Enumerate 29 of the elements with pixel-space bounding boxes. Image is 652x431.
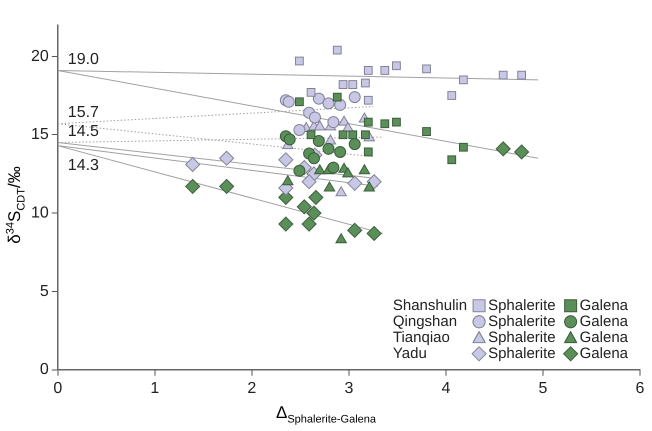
y-tick-label: 10 (31, 204, 49, 222)
annotation: Shanshulin (392, 296, 468, 314)
legend-label: Galena (580, 328, 629, 346)
x-tick-label: 0 (53, 380, 62, 397)
annotation: Qingshan (392, 312, 458, 330)
y-tick-label: 5 (40, 282, 49, 300)
x-tick-label: 2 (247, 380, 256, 397)
x-tick-label: 6 (636, 380, 645, 397)
x-tick-label: 1 (150, 380, 160, 397)
annotation: 14.3 (68, 156, 100, 174)
legend-label: Galena (580, 312, 629, 330)
x-tick-label: 5 (538, 380, 548, 397)
legend-label: Sphalerite (488, 312, 556, 330)
y-tick-label: 20 (31, 48, 49, 65)
y-tick-label: 0 (40, 361, 49, 378)
legend-label: Sphalerite (488, 296, 556, 314)
legend-label: Galena (580, 344, 629, 362)
x-tick-label: 3 (344, 380, 354, 397)
annotation: 15.7 (68, 104, 100, 122)
annotation: Tianqiao (392, 328, 450, 346)
legend-label: Sphalerite (488, 328, 556, 346)
x-axis-title: Δ$_{Sphalerite-Galena}$ (274, 403, 378, 426)
annotation: 19.0 (68, 50, 100, 68)
y-tick-label: 15 (31, 126, 49, 144)
legend-label: Galena (580, 296, 629, 314)
legend-label: Sphalerite (488, 344, 556, 362)
x-tick-label: 4 (441, 380, 450, 397)
annotation: Yadu (392, 344, 427, 362)
annotation: 14.5 (68, 122, 100, 140)
